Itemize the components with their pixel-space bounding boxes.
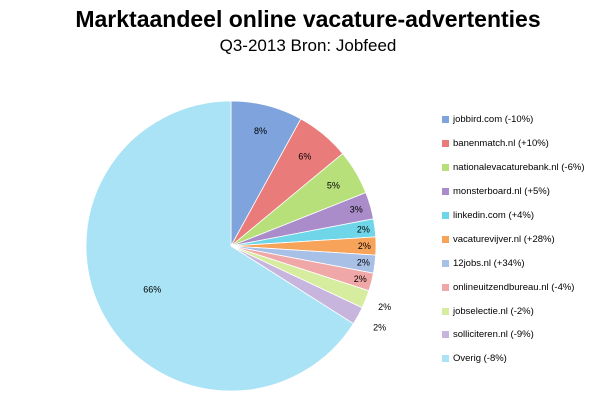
legend: jobbird.com (-10%) banenmatch.nl (+10%) na… (442, 108, 612, 371)
legend-swatch-2 (442, 164, 449, 172)
legend-item-6: 12jobs.nl (+34%) (442, 251, 612, 275)
legend-label-4: linkedin.com (+4%) (453, 210, 535, 221)
legend-label-2: nationalevacaturebank.nl (-6%) (453, 162, 585, 174)
legend-item-0: jobbird.com (-10%) (442, 108, 612, 132)
legend-item-1: banenmatch.nl (+10%) (442, 132, 612, 156)
slice-label-10: 66% (143, 284, 161, 294)
legend-swatch-8 (442, 307, 449, 315)
legend-label-5: vacaturevijver.nl (+28%) (453, 233, 555, 245)
legend-item-4: linkedin.com (+4%) (442, 204, 612, 228)
legend-label-3: monsterboard.nl (+5%) (453, 186, 550, 198)
legend-item-3: monsterboard.nl (+5%) (442, 180, 612, 204)
legend-label-7: onlineuitzendbureau.nl (-4%) (453, 281, 575, 293)
legend-swatch-10 (442, 355, 449, 363)
legend-swatch-7 (442, 283, 449, 291)
slice-label-9: 2% (373, 323, 386, 333)
legend-item-8: jobselectie.nl (-2%) (442, 299, 612, 323)
legend-item-10: Overig (-8%) (442, 347, 612, 371)
legend-label-10: Overig (-8%) (453, 353, 507, 365)
legend-label-0: jobbird.com (-10%) (453, 114, 534, 126)
slice-label-4: 2% (357, 224, 370, 234)
legend-swatch-0 (442, 116, 449, 124)
slice-label-5: 2% (358, 241, 371, 251)
slice-label-1: 6% (298, 152, 311, 162)
legend-label-9: solliciteren.nl (-9%) (453, 329, 534, 341)
slice-label-2: 5% (327, 180, 340, 190)
legend-label-1: banenmatch.nl (+10%) (453, 138, 549, 150)
legend-swatch-9 (442, 331, 449, 339)
legend-item-9: solliciteren.nl (-9%) (442, 323, 612, 347)
legend-label-8: jobselectie.nl (-2%) (453, 305, 534, 317)
slice-label-7: 2% (354, 274, 367, 284)
legend-label-6: 12jobs.nl (+34%) (453, 257, 525, 269)
legend-swatch-3 (442, 188, 449, 196)
legend-item-7: onlineuitzendbureau.nl (-4%) (442, 275, 612, 299)
slice-label-0: 8% (254, 126, 267, 136)
legend-swatch-5 (442, 235, 449, 243)
chart-title: Marktaandeel online vacature-advertentie… (75, 6, 541, 32)
chart-subtitle: Q3-2013 Bron: Jobfeed (219, 36, 397, 55)
legend-item-2: nationalevacaturebank.nl (-6%) (442, 156, 612, 180)
slice-label-6: 2% (357, 258, 370, 268)
slice-label-3: 3% (350, 205, 363, 215)
legend-swatch-1 (442, 140, 449, 148)
legend-swatch-4 (442, 212, 449, 219)
legend-swatch-6 (442, 259, 449, 267)
legend-item-5: vacaturevijver.nl (+28%) (442, 227, 612, 251)
pie-slice-10 (85, 100, 354, 392)
slice-label-8: 2% (378, 302, 391, 312)
